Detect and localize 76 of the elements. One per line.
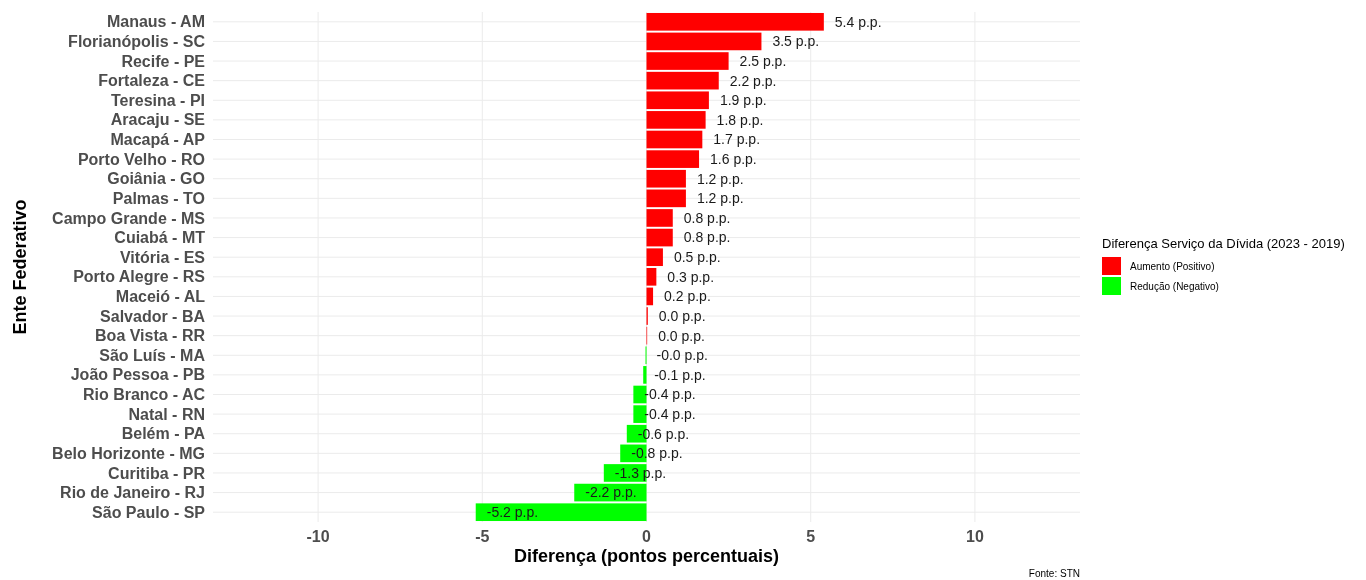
bar [646, 32, 762, 51]
bar [646, 91, 709, 110]
legend-title: Diferença Serviço da Dívida (2023 - 2019) [1102, 236, 1345, 251]
y-tick-label: Natal - RN [128, 405, 205, 423]
y-tick-label: Florianópolis - SC [68, 33, 206, 51]
y-tick-label: Rio Branco - AC [82, 386, 206, 404]
bar [646, 71, 719, 90]
data-label: 1.9 p.p. [719, 92, 767, 109]
y-tick-label: Recife - PE [121, 52, 206, 70]
y-tick-label: São Paulo - SP [92, 503, 206, 521]
y-tick-label: Porto Alegre - RS [73, 268, 206, 286]
y-tick-label: São Luís - MA [99, 346, 206, 364]
data-label: 0.8 p.p. [683, 209, 731, 226]
x-tick-label: -10 [306, 528, 330, 545]
y-tick-label: Vitória - ES [119, 248, 206, 266]
y-tick-label: Campo Grande - MS [52, 209, 206, 227]
source-note: Fonte: STN [1028, 568, 1080, 579]
bar [646, 189, 686, 208]
data-label: 2.5 p.p. [739, 52, 787, 69]
legend-label: Aumento (Positivo) [1130, 260, 1215, 272]
y-tick-label: Teresina - PI [111, 91, 205, 109]
x-tick-label: 10 [966, 528, 984, 545]
y-tick-label: Palmas - TO [112, 189, 205, 207]
data-label: 2.2 p.p. [729, 72, 777, 89]
bar [646, 12, 824, 31]
data-label: 1.2 p.p. [696, 190, 744, 207]
data-label: 5.4 p.p. [834, 13, 882, 30]
data-label: 1.6 p.p. [710, 151, 757, 168]
data-label: -2.2 p.p. [585, 484, 637, 501]
data-label: 0.2 p.p. [664, 288, 711, 305]
data-label: 3.5 p.p. [772, 33, 820, 50]
bar [633, 405, 647, 423]
data-label: -5.2 p.p. [486, 504, 539, 521]
y-tick-label: Macapá - AP [110, 131, 206, 149]
bar [646, 267, 657, 286]
bar [646, 228, 673, 247]
y-tick-label: Porto Velho - RO [77, 150, 205, 168]
y-tick-label: Rio de Janeiro - RJ [60, 484, 205, 502]
bar [646, 169, 686, 188]
data-label: -0.0 p.p. [656, 347, 708, 364]
y-tick-label: Aracaju - SE [110, 111, 206, 129]
y-tick-label: Maceió - AL [115, 288, 206, 306]
data-label: 0.0 p.p. [658, 327, 705, 344]
data-label: 0.5 p.p. [673, 249, 721, 266]
x-tick-label: 0 [642, 528, 652, 545]
bar [646, 209, 673, 227]
y-tick-label: Goiânia - GO [107, 170, 205, 188]
bar [646, 130, 703, 149]
legend-label: Redução (Negativo) [1130, 280, 1219, 292]
data-label: 0.0 p.p. [658, 307, 706, 324]
bar [646, 52, 729, 70]
y-tick-label: Fortaleza - CE [98, 72, 206, 90]
bar [646, 248, 663, 267]
x-tick-label: 5 [806, 528, 816, 545]
y-tick-label: João Pessoa - PB [70, 366, 205, 384]
data-label: 0.3 p.p. [667, 268, 715, 285]
data-label: -0.1 p.p. [654, 366, 706, 383]
bar [646, 111, 706, 129]
y-tick-label: Boa Vista - RR [95, 327, 206, 345]
bar [475, 503, 647, 522]
data-label: 0.8 p.p. [683, 229, 731, 246]
y-axis-title: Ente Federativo [10, 199, 30, 335]
x-axis-title: Diferença (pontos percentuais) [513, 546, 780, 566]
y-tick-label: Belém - PA [121, 425, 206, 443]
data-label: 1.8 p.p. [716, 111, 764, 128]
data-label: 1.7 p.p. [713, 131, 761, 148]
y-tick-label: Salvador - BA [100, 307, 206, 325]
bar [646, 150, 700, 168]
data-label: 1.2 p.p. [696, 170, 744, 187]
y-tick-label: Manaus - AM [106, 13, 205, 31]
y-tick-label: Belo Horizonte - MG [52, 444, 205, 462]
y-tick-label: Cuiabá - MT [114, 229, 206, 247]
bar [643, 366, 647, 384]
x-tick-label: -5 [475, 528, 490, 545]
bar [633, 385, 647, 404]
y-tick-label: Curitiba - PR [108, 464, 206, 482]
